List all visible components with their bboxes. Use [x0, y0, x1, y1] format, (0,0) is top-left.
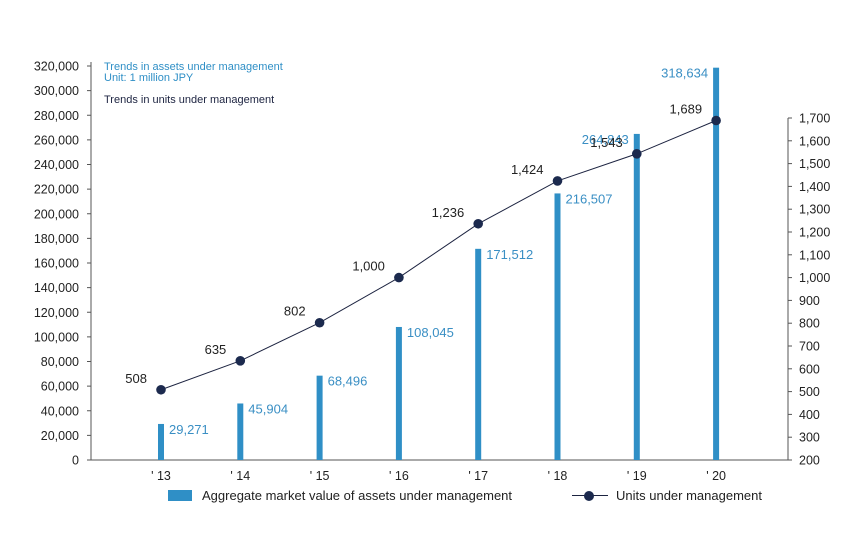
- assets-title-note: Trends in assets under management: [104, 61, 283, 73]
- x-tick-label: ' 14: [230, 469, 250, 483]
- x-tick-label: ' 15: [310, 469, 330, 483]
- left-tick-label: 180,000: [34, 232, 79, 246]
- bar-assets: [633, 133, 640, 461]
- bar-data-label: 318,634: [661, 66, 708, 81]
- bar-assets: [158, 423, 164, 460]
- left-tick-label: 140,000: [34, 281, 79, 295]
- bar-data-label: 171,512: [486, 247, 533, 262]
- legend-bar-swatch: [168, 490, 192, 501]
- x-tick-label: ' 18: [548, 469, 568, 483]
- bar-assets: [316, 375, 323, 460]
- x-tick-label: ' 13: [151, 469, 171, 483]
- left-tick-label: 160,000: [34, 257, 79, 271]
- right-tick-label: 1,500: [799, 157, 830, 171]
- left-tick-label: 260,000: [34, 133, 79, 147]
- units-data-label: 635: [205, 342, 227, 357]
- bar-data-label: 68,496: [328, 374, 368, 389]
- units-data-label: 1,689: [670, 102, 703, 117]
- units-data-label: 802: [284, 304, 306, 319]
- units-point: [711, 115, 721, 126]
- x-tick-label: ' 20: [706, 469, 726, 483]
- units-point: [552, 176, 563, 186]
- left-tick-label: 280,000: [34, 109, 79, 123]
- right-tick-label: 500: [799, 385, 820, 399]
- bar-assets: [554, 193, 561, 460]
- right-tick-label: 400: [799, 408, 820, 422]
- units-line: [160, 120, 717, 391]
- bar-assets: [237, 403, 244, 460]
- legend-item-assets: Aggregate market value of assets under m…: [168, 488, 512, 503]
- left-tick-label: 320,000: [34, 60, 79, 74]
- x-tick-label: ' 16: [389, 469, 409, 483]
- right-tick-label: 700: [799, 340, 820, 354]
- bar-data-label: 29,271: [169, 422, 209, 437]
- legend-item-units: Units under management: [512, 488, 762, 503]
- bar-data-label: 216,507: [566, 191, 613, 206]
- left-tick-label: 220,000: [34, 183, 79, 197]
- x-tick-label: ' 17: [468, 469, 488, 483]
- right-tick-label: 900: [799, 294, 820, 308]
- bar-assets: [395, 326, 402, 460]
- legend-label-assets: Aggregate market value of assets under m…: [202, 488, 513, 503]
- units-point: [394, 272, 404, 283]
- units-data-label: 1,236: [432, 205, 465, 220]
- bar-data-label: 264,843: [582, 132, 629, 147]
- units-point: [314, 317, 325, 328]
- units-title-note: Trends in units under management: [104, 94, 275, 106]
- right-tick-label: 300: [799, 431, 820, 445]
- right-tick-label: 1,000: [799, 271, 830, 285]
- bar-assets: [713, 67, 720, 460]
- left-tick-label: 60,000: [41, 380, 79, 394]
- units-point: [156, 384, 166, 395]
- left-tick-label: 40,000: [41, 404, 79, 418]
- right-tick-label: 1,300: [799, 203, 830, 217]
- left-tick-label: 240,000: [34, 158, 79, 172]
- left-tick-label: 0: [72, 454, 79, 468]
- units-data-label: 508: [125, 371, 147, 386]
- right-tick-label: 1,200: [799, 226, 830, 240]
- units-point: [235, 356, 246, 366]
- right-tick-label: 1,600: [799, 134, 830, 148]
- x-tick-label: ' 19: [627, 469, 647, 483]
- right-tick-label: 600: [799, 362, 820, 376]
- legend-label-units: Units under management: [616, 488, 762, 503]
- right-tick-label: 800: [799, 317, 820, 331]
- right-tick-label: 1,100: [799, 248, 830, 262]
- right-tick-label: 200: [799, 454, 820, 468]
- right-tick-label: 1,700: [799, 112, 830, 126]
- units-point: [632, 148, 642, 159]
- legend-line-swatch: [572, 490, 609, 502]
- units-data-label: 1,424: [511, 162, 544, 177]
- right-tick-label: 1,400: [799, 180, 830, 194]
- units-point: [473, 218, 484, 229]
- left-tick-label: 80,000: [41, 355, 79, 369]
- units-data-label: 1,000: [352, 259, 385, 274]
- bar-data-label: 108,045: [407, 325, 454, 340]
- left-tick-label: 120,000: [34, 306, 79, 320]
- left-tick-label: 200,000: [34, 207, 79, 221]
- bar-assets: [475, 248, 482, 460]
- assets-unit-note: Unit: 1 million JPY: [104, 72, 194, 84]
- units-data-label: 1,543: [590, 135, 623, 150]
- left-tick-label: 300,000: [34, 84, 79, 98]
- legend: Aggregate market value of assets under m…: [168, 488, 762, 503]
- left-tick-label: 100,000: [34, 330, 79, 344]
- bar-data-label: 45,904: [248, 401, 288, 416]
- left-tick-label: 20,000: [41, 429, 79, 443]
